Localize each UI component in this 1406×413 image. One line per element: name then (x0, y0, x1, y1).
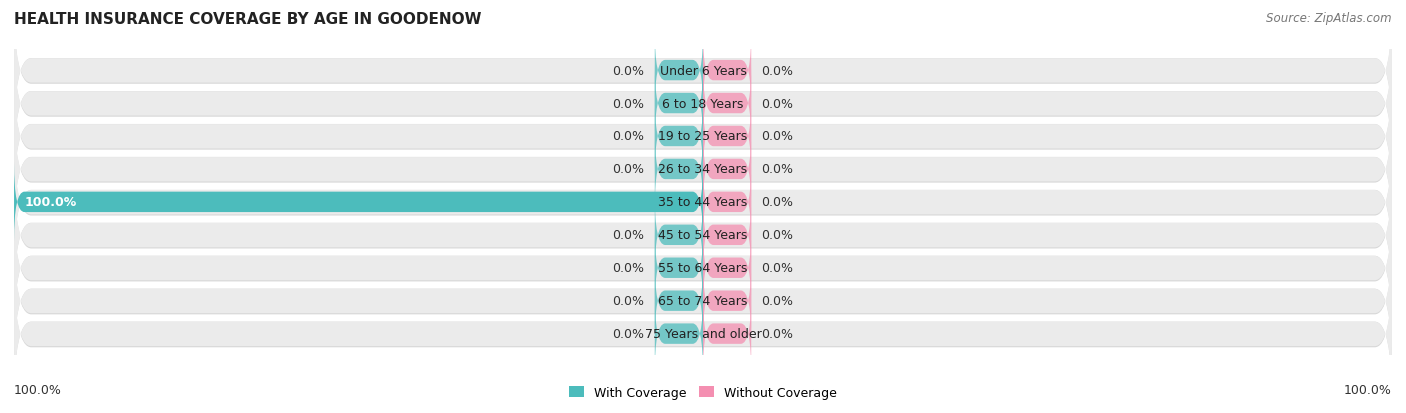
FancyBboxPatch shape (703, 131, 751, 209)
FancyBboxPatch shape (14, 233, 1392, 371)
Text: 0.0%: 0.0% (762, 163, 793, 176)
FancyBboxPatch shape (703, 196, 751, 274)
Text: HEALTH INSURANCE COVERAGE BY AGE IN GOODENOW: HEALTH INSURANCE COVERAGE BY AGE IN GOOD… (14, 12, 482, 27)
FancyBboxPatch shape (14, 101, 1392, 240)
FancyBboxPatch shape (14, 35, 1392, 174)
Text: 0.0%: 0.0% (762, 64, 793, 77)
FancyBboxPatch shape (14, 231, 1392, 371)
FancyBboxPatch shape (703, 262, 751, 340)
Text: 0.0%: 0.0% (613, 97, 644, 110)
Legend: With Coverage, Without Coverage: With Coverage, Without Coverage (564, 381, 842, 404)
FancyBboxPatch shape (655, 196, 703, 274)
FancyBboxPatch shape (14, 34, 1392, 174)
FancyBboxPatch shape (14, 134, 1392, 273)
FancyBboxPatch shape (703, 229, 751, 307)
FancyBboxPatch shape (14, 100, 1392, 240)
Text: 45 to 54 Years: 45 to 54 Years (658, 229, 748, 242)
FancyBboxPatch shape (14, 166, 1392, 306)
Text: 0.0%: 0.0% (762, 196, 793, 209)
FancyBboxPatch shape (655, 229, 703, 307)
FancyBboxPatch shape (655, 97, 703, 176)
FancyBboxPatch shape (655, 131, 703, 209)
FancyBboxPatch shape (14, 133, 1392, 273)
Text: 0.0%: 0.0% (613, 130, 644, 143)
Text: 0.0%: 0.0% (762, 97, 793, 110)
Text: 100.0%: 100.0% (14, 384, 62, 396)
FancyBboxPatch shape (14, 163, 703, 242)
FancyBboxPatch shape (14, 167, 1392, 305)
FancyBboxPatch shape (655, 32, 703, 110)
FancyBboxPatch shape (655, 262, 703, 340)
FancyBboxPatch shape (14, 67, 1392, 207)
Text: 0.0%: 0.0% (613, 261, 644, 275)
Text: 0.0%: 0.0% (762, 294, 793, 307)
Text: 100.0%: 100.0% (1344, 384, 1392, 396)
Text: 0.0%: 0.0% (613, 64, 644, 77)
Text: 35 to 44 Years: 35 to 44 Years (658, 196, 748, 209)
FancyBboxPatch shape (703, 295, 751, 373)
Text: 55 to 64 Years: 55 to 64 Years (658, 261, 748, 275)
FancyBboxPatch shape (14, 198, 1392, 338)
Text: 6 to 18 Years: 6 to 18 Years (662, 97, 744, 110)
Text: 19 to 25 Years: 19 to 25 Years (658, 130, 748, 143)
FancyBboxPatch shape (703, 163, 751, 242)
Text: 0.0%: 0.0% (762, 261, 793, 275)
Text: 0.0%: 0.0% (762, 229, 793, 242)
Text: Under 6 Years: Under 6 Years (659, 64, 747, 77)
FancyBboxPatch shape (655, 65, 703, 143)
Text: 0.0%: 0.0% (762, 130, 793, 143)
Text: 75 Years and older: 75 Years and older (644, 328, 762, 340)
FancyBboxPatch shape (703, 65, 751, 143)
FancyBboxPatch shape (655, 295, 703, 373)
Text: 0.0%: 0.0% (613, 328, 644, 340)
FancyBboxPatch shape (14, 1, 1392, 141)
FancyBboxPatch shape (14, 264, 1392, 404)
Text: 26 to 34 Years: 26 to 34 Years (658, 163, 748, 176)
Text: 0.0%: 0.0% (613, 229, 644, 242)
FancyBboxPatch shape (14, 2, 1392, 141)
FancyBboxPatch shape (14, 199, 1392, 338)
FancyBboxPatch shape (14, 68, 1392, 207)
Text: Source: ZipAtlas.com: Source: ZipAtlas.com (1267, 12, 1392, 25)
Text: 0.0%: 0.0% (613, 294, 644, 307)
Text: 0.0%: 0.0% (762, 328, 793, 340)
FancyBboxPatch shape (14, 265, 1392, 404)
Text: 65 to 74 Years: 65 to 74 Years (658, 294, 748, 307)
FancyBboxPatch shape (703, 32, 751, 110)
Text: 100.0%: 100.0% (24, 196, 77, 209)
Text: 0.0%: 0.0% (613, 163, 644, 176)
FancyBboxPatch shape (703, 97, 751, 176)
